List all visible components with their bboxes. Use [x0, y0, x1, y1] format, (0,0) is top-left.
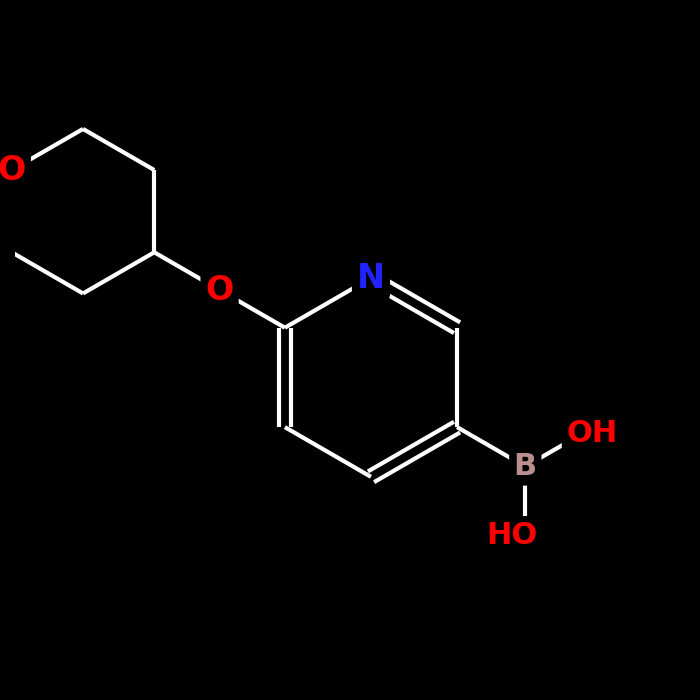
- Text: HO: HO: [486, 521, 537, 550]
- Text: OH: OH: [566, 419, 617, 449]
- Text: N: N: [357, 262, 385, 295]
- Text: B: B: [514, 452, 537, 481]
- Text: O: O: [0, 153, 26, 187]
- Text: O: O: [206, 274, 234, 307]
